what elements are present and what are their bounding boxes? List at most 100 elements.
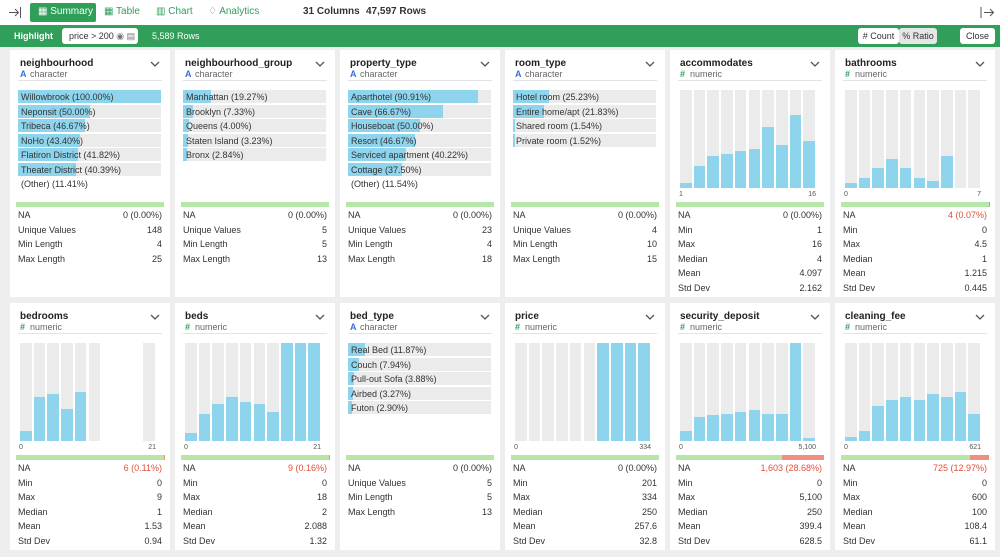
stat-value: 25: [151, 253, 162, 264]
histogram-column: [515, 343, 527, 441]
histogram-column: [680, 90, 692, 188]
menu-chevron[interactable]: [150, 60, 160, 68]
highlight-bar: Highlight price > 200 ◉ ▤ 5,589 Rows # C…: [0, 25, 1000, 47]
separator: [513, 80, 657, 81]
value-label: Cottage (37.50%): [351, 164, 422, 175]
stat-value: 32.8: [639, 536, 657, 546]
column-type: character: [30, 69, 68, 79]
menu-chevron[interactable]: [150, 313, 160, 321]
na-bar: [841, 202, 989, 207]
menu-chevron[interactable]: [645, 313, 655, 321]
ratio-button[interactable]: % Ratio: [899, 28, 937, 44]
stat-label: Median: [678, 506, 708, 517]
value-row: Staten Island (3.23%): [183, 133, 326, 147]
stat-label: Std Dev: [678, 536, 711, 546]
toolbar: ▦ Summary ▦ Table ▥ Chart ♢ Analytics 31…: [0, 0, 1000, 25]
axis-min: 0: [19, 444, 23, 451]
value-bar: [348, 372, 354, 385]
column-name: accommodates: [680, 58, 753, 69]
menu-chevron[interactable]: [480, 60, 490, 68]
stat-value: 5: [321, 239, 327, 250]
histogram-bar: [198, 413, 211, 441]
separator: [678, 333, 822, 334]
menu-chevron[interactable]: [645, 60, 655, 68]
menu-chevron[interactable]: [975, 60, 985, 68]
histogram-column: [638, 343, 650, 441]
stat-label: Unique Values: [183, 224, 241, 235]
histogram-bar: [308, 343, 320, 441]
stat-value: 15: [646, 253, 657, 264]
separator: [18, 333, 162, 334]
value-bar: [183, 119, 189, 132]
count-button[interactable]: # Count: [858, 28, 899, 44]
histogram-bar: [734, 411, 747, 441]
stat-label: Mean: [843, 521, 866, 532]
other-label: (Other) (11.41%): [21, 179, 88, 189]
value-label: Serviced apartment (40.22%): [351, 150, 469, 160]
value-label: Private room (1.52%): [516, 135, 602, 146]
type-icon: #: [20, 322, 26, 332]
histogram-bar: [940, 155, 953, 188]
axis-max: 5,100: [798, 444, 816, 451]
tab[interactable]: ♢ Analytics: [208, 6, 260, 17]
value-label: Flatiron District (41.82%): [21, 150, 121, 160]
na-bar: [346, 202, 494, 207]
column-type: numeric: [690, 322, 723, 332]
filter-chip[interactable]: price > 200 ◉ ▤: [62, 28, 138, 44]
stat-label: Max Length: [513, 253, 561, 264]
value-row: Pull-out Sofa (3.88%): [348, 372, 491, 385]
histogram-bar: [280, 343, 293, 441]
stat-label: Std Dev: [843, 283, 876, 293]
stat-label: NA: [843, 463, 856, 473]
axis-min: 1: [679, 191, 683, 198]
stat-value: 5: [486, 477, 492, 488]
column-card: price # numeric 0 334 NA 0 (0.00%) Min 201 Max 334…: [505, 303, 665, 550]
tab-label: Chart: [168, 6, 193, 17]
tab[interactable]: ▦ Table: [104, 6, 140, 17]
stat-value: 0 (0.00%): [617, 463, 657, 473]
expand-icon[interactable]: [980, 6, 994, 19]
histogram-bar: [707, 155, 720, 188]
close-button[interactable]: Close: [960, 28, 995, 44]
menu-chevron[interactable]: [315, 313, 325, 321]
menu-chevron[interactable]: [480, 313, 490, 321]
histogram-column: [583, 343, 596, 441]
value-label: Houseboat (50.00%): [351, 121, 434, 131]
axis-max: 21: [313, 444, 321, 451]
collapse-icon[interactable]: [8, 6, 22, 19]
tab[interactable]: ▥ Chart: [156, 6, 193, 17]
stat-value: 1.32: [309, 536, 327, 546]
stat-value: 13: [316, 253, 327, 264]
menu-chevron[interactable]: [810, 313, 820, 321]
stat-label: Max Length: [183, 253, 231, 264]
stat-label: Std Dev: [18, 536, 51, 546]
histogram-column: [198, 343, 211, 441]
menu-chevron[interactable]: [315, 60, 325, 68]
histogram-bar: [267, 411, 279, 441]
stat-label: Mean: [18, 521, 41, 532]
menu-chevron[interactable]: [810, 60, 820, 68]
stat-label: Min Length: [348, 492, 393, 503]
menu-chevron[interactable]: [975, 313, 985, 321]
stat-value: 4: [816, 253, 822, 264]
histogram-bar: [212, 403, 225, 441]
histogram-column: [308, 343, 320, 441]
histogram-bar: [775, 144, 788, 188]
stat-label: NA: [183, 463, 196, 473]
stat-value: 201: [641, 477, 657, 488]
histogram-column: [762, 90, 774, 188]
value-label: Queens (4.00%): [186, 121, 252, 131]
stat-value: 2.162: [799, 283, 822, 293]
histogram-bar: [762, 413, 774, 441]
stat-value: 4: [651, 224, 657, 235]
value-label: Tribeca (46.67%): [21, 121, 90, 131]
stat-value: 257.6: [634, 521, 657, 532]
value-label: Brooklyn (7.33%): [186, 106, 256, 117]
stat-value: 1: [981, 253, 987, 264]
histogram-bar: [693, 166, 706, 188]
histogram-column: [886, 90, 898, 188]
tab[interactable]: ▦ Summary: [38, 6, 94, 17]
